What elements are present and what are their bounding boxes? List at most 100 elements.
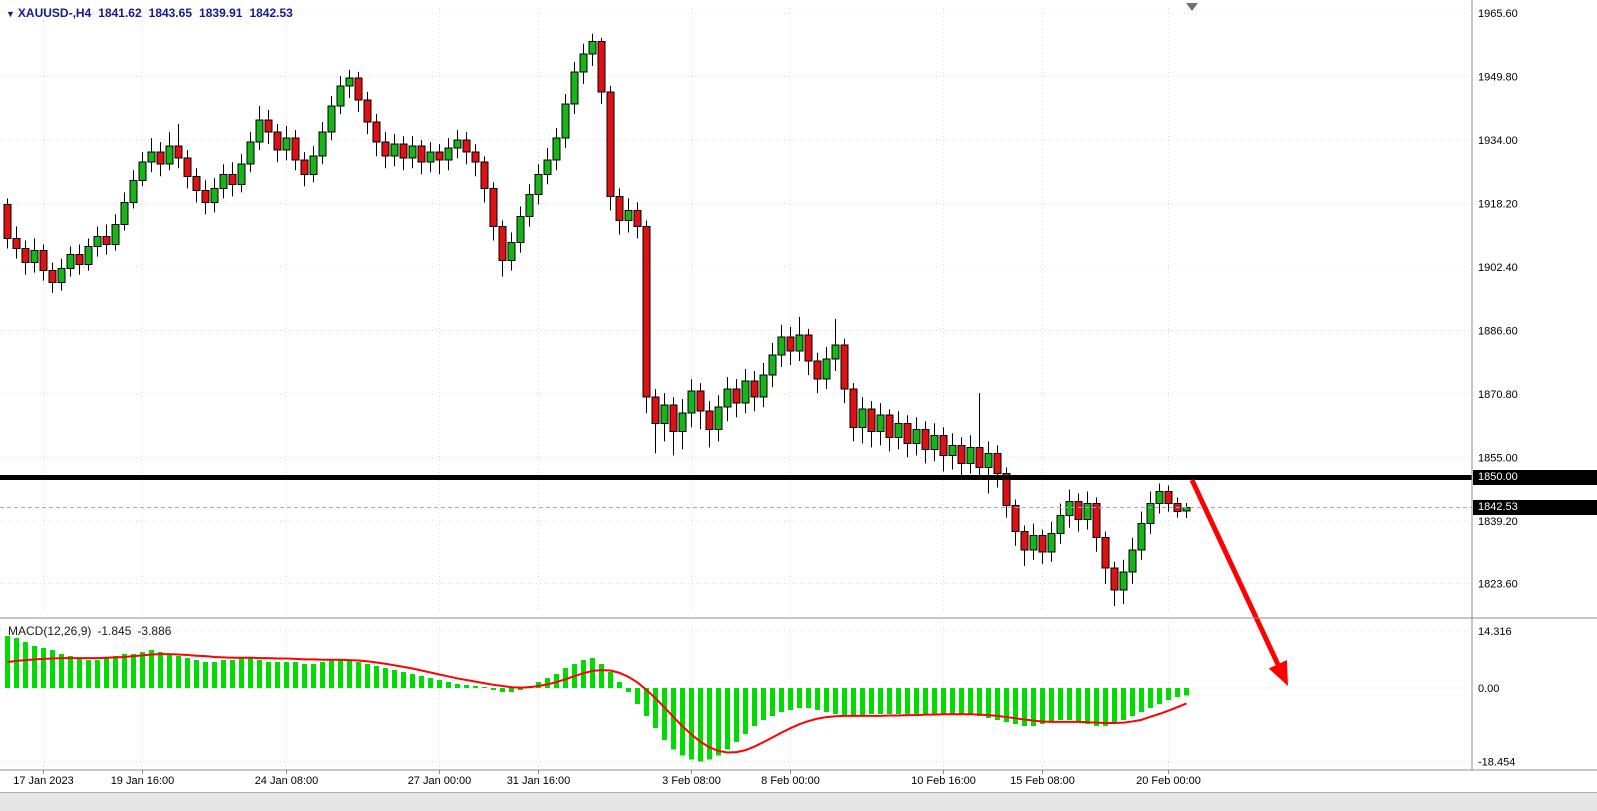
macd-histogram-bar: [140, 652, 145, 688]
candle: [219, 164, 228, 199]
candle-body: [1083, 503, 1092, 521]
candle-body: [606, 91, 615, 197]
date-tick-label: 3 Feb 08:00: [662, 775, 721, 787]
candle: [867, 401, 876, 448]
shift-marker-icon[interactable]: [1186, 3, 1198, 11]
candle-body: [939, 434, 948, 456]
macd-histogram-bar: [806, 688, 811, 708]
macd-histogram-bar: [725, 688, 730, 750]
macd-histogram-bar: [887, 688, 892, 714]
candle-body: [768, 354, 777, 376]
candle: [309, 146, 318, 183]
candle-body: [669, 404, 678, 432]
candle: [750, 371, 759, 412]
candle-body: [516, 215, 525, 244]
macd-histogram-bar: [707, 688, 712, 760]
macd-histogram-bar: [815, 688, 820, 710]
candle-body: [1137, 523, 1146, 551]
candle: [471, 144, 480, 177]
candle-body: [399, 143, 408, 159]
candle: [768, 342, 777, 388]
macd-histogram-bar: [1139, 688, 1144, 712]
candle-body: [354, 77, 363, 101]
candle-body: [930, 434, 939, 450]
macd-histogram-bar: [464, 684, 469, 688]
candle: [327, 95, 336, 141]
candle: [66, 246, 75, 277]
macd-histogram-bar: [455, 684, 460, 688]
candle: [741, 369, 750, 414]
candle-body: [1146, 503, 1155, 525]
macd-histogram-bar: [1112, 688, 1117, 724]
candle: [93, 226, 102, 257]
macd-histogram-bar: [635, 688, 640, 704]
macd-histogram-bar: [923, 688, 928, 714]
candle: [1182, 502, 1191, 518]
macd-histogram-bar: [302, 664, 307, 688]
candle: [246, 132, 255, 173]
candle: [525, 184, 534, 227]
candle: [894, 411, 903, 450]
candle: [498, 220, 507, 277]
candle-body: [795, 334, 804, 352]
candle-body: [912, 428, 921, 444]
candle-body: [3, 203, 12, 240]
time-axis[interactable]: [0, 771, 1597, 791]
macd-histogram-bar: [401, 672, 406, 688]
macd-histogram-bar: [788, 688, 793, 710]
macd-histogram-bar: [671, 688, 676, 750]
candle: [1110, 561, 1119, 606]
candle: [1119, 559, 1128, 604]
chart-dropdown-icon[interactable]: ▼: [6, 9, 15, 19]
candle-body: [777, 336, 786, 356]
candle: [291, 130, 300, 171]
horizontal-line-1850[interactable]: [0, 474, 1472, 480]
candle: [624, 198, 633, 233]
candle: [1092, 497, 1101, 552]
candle-body: [237, 163, 246, 185]
candle: [993, 445, 1002, 488]
candle-body: [831, 344, 840, 360]
candle-body: [390, 143, 399, 157]
candle-body: [273, 131, 282, 151]
macd-name: MACD(12,26,9): [8, 624, 92, 638]
price-tick-label: 1886.60: [1478, 325, 1518, 337]
candle-body: [75, 254, 84, 266]
candle: [885, 409, 894, 452]
trend-arrow-head[interactable]: [1268, 660, 1288, 686]
candle: [228, 162, 237, 197]
trend-arrow[interactable]: [1189, 478, 1288, 686]
candle: [813, 352, 822, 394]
candle-body: [147, 151, 156, 163]
macd-histogram-bar: [59, 654, 64, 688]
date-tick-label: 20 Feb 00:00: [1136, 775, 1201, 787]
candle: [570, 61, 579, 115]
trend-arrow-shaft[interactable]: [1189, 478, 1281, 666]
macd-histogram-bar: [113, 656, 118, 688]
candle: [534, 164, 543, 205]
candle-body: [183, 157, 192, 177]
candle-body: [102, 236, 111, 246]
price-axis[interactable]: [1473, 0, 1597, 770]
macd-signal-value: -3.886: [137, 624, 172, 638]
candle: [669, 397, 678, 456]
ohlc-open: 1841.62: [98, 6, 142, 20]
candle: [984, 441, 993, 494]
candle-body: [1182, 506, 1191, 512]
macd-histogram-bar: [437, 680, 442, 688]
candle: [1164, 485, 1173, 512]
macd-histogram-bar: [428, 678, 433, 688]
macd-histogram-bar: [698, 688, 703, 762]
candle-body: [1002, 472, 1011, 507]
macd-histogram-bar: [329, 660, 334, 688]
price-tick-label: 1855.00: [1478, 452, 1518, 464]
price-tick-label: 1918.20: [1478, 199, 1518, 211]
macd-histogram-bar: [662, 688, 667, 740]
macd-histogram-bar: [320, 662, 325, 688]
macd-histogram-bar: [194, 660, 199, 688]
candle: [462, 132, 471, 165]
candle: [849, 383, 858, 442]
candle-body: [804, 334, 813, 362]
macd-histogram-bar: [1085, 688, 1090, 724]
candle: [453, 130, 462, 159]
